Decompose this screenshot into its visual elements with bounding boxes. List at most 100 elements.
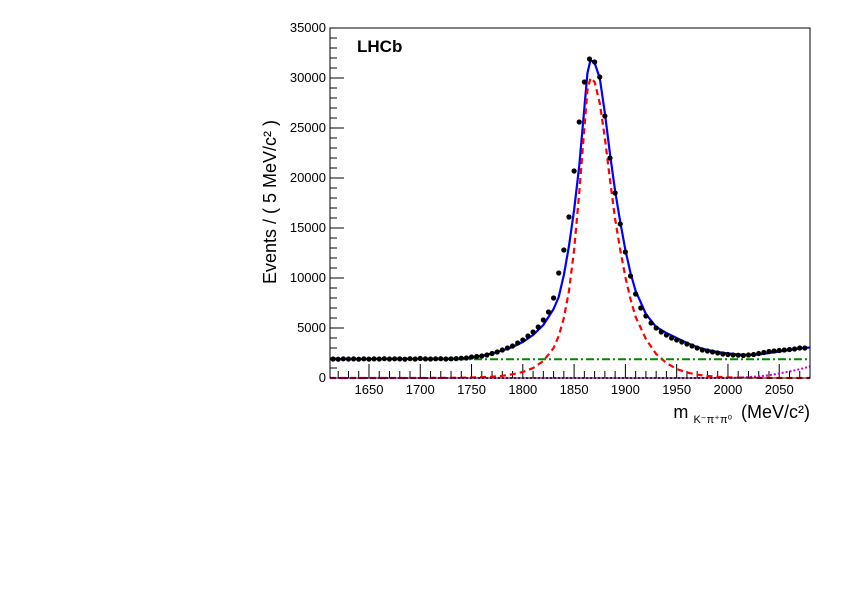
x-axis-title-subscript: K⁻π⁺π⁰: [693, 414, 732, 426]
data-point: [345, 356, 352, 362]
data-point: [797, 345, 803, 351]
data-point: [371, 356, 377, 362]
data-point: [612, 190, 618, 196]
data-point: [417, 355, 423, 362]
data-point: [725, 351, 731, 358]
x-tick-label: 1750: [457, 382, 486, 397]
data-point: [422, 356, 428, 362]
data-point: [366, 356, 372, 362]
data-point: [479, 353, 485, 359]
data-point: [648, 320, 654, 326]
data-point: [356, 356, 362, 362]
y-tick-label: 15000: [290, 220, 326, 235]
signal-curve: [330, 76, 811, 380]
data-point: [330, 356, 336, 362]
y-tick-label: 25000: [290, 120, 326, 135]
data-point: [427, 356, 434, 362]
data-point: [545, 309, 552, 315]
x-tick-label: 1800: [508, 382, 537, 397]
data-point: [766, 348, 772, 355]
data-point: [520, 337, 526, 343]
data-point: [730, 352, 736, 358]
data-point: [776, 347, 782, 354]
data-point: [397, 356, 403, 362]
x-tick-label: 1650: [355, 382, 384, 397]
data-point: [627, 273, 634, 279]
data-point: [504, 345, 511, 351]
x-tick-label: 1850: [560, 382, 589, 397]
data-point: [566, 214, 572, 220]
data-points: [330, 56, 808, 362]
y-tick-label: 20000: [290, 170, 326, 185]
x-tick-label: 2000: [713, 382, 742, 397]
svg-text:m K⁻π⁺π⁰ (MeV/c²): m K⁻π⁺π⁰ (MeV/c²): [673, 402, 810, 427]
data-point: [438, 356, 444, 362]
data-point: [576, 119, 582, 125]
data-point: [561, 247, 567, 253]
data-point: [448, 356, 454, 362]
y-axis-ticks: 0 5000 10000 15000 20000 25000 30000 35000: [290, 20, 344, 385]
data-point: [412, 356, 418, 362]
data-point: [453, 356, 459, 362]
data-point: [443, 356, 449, 362]
data-point: [622, 249, 628, 255]
data-point: [674, 337, 680, 343]
data-point: [361, 356, 367, 362]
x-axis-title-main: m: [673, 402, 688, 422]
data-point: [474, 353, 480, 360]
data-point: [433, 356, 439, 362]
data-point: [509, 343, 516, 349]
data-point: [392, 356, 398, 362]
data-point: [489, 350, 495, 357]
data-point: [556, 270, 562, 276]
data-point: [407, 356, 413, 362]
data-point: [468, 354, 475, 360]
data-point: [340, 356, 346, 362]
total-fit-curve: [329, 58, 811, 361]
data-point: [740, 352, 746, 359]
data-point: [735, 352, 741, 358]
x-axis-title-units: (MeV/c²): [741, 402, 810, 422]
y-tick-label: 0: [319, 370, 326, 385]
data-point: [699, 347, 705, 353]
y-axis-title: Events / ( 5 MeV/c² ): [260, 120, 280, 284]
data-point: [586, 56, 593, 62]
data-point: [756, 350, 762, 357]
plot-frame: [329, 27, 811, 379]
x-tick-label: 1950: [662, 382, 691, 397]
data-point: [658, 329, 664, 335]
data-point: [745, 352, 752, 358]
data-point: [494, 349, 500, 355]
peaking-background-curve: [330, 365, 811, 379]
data-point: [633, 291, 639, 297]
data-point: [525, 333, 531, 339]
data-point: [335, 356, 341, 362]
data-point: [684, 341, 690, 347]
data-point: [350, 356, 357, 362]
data-point: [535, 324, 541, 330]
data-point: [638, 305, 644, 311]
experiment-label: LHCb: [357, 37, 402, 56]
y-tick-label: 30000: [290, 70, 326, 85]
data-point: [653, 325, 659, 331]
data-point: [679, 339, 685, 345]
data-point: [715, 350, 721, 356]
data-point: [376, 356, 382, 362]
data-point: [694, 345, 700, 351]
data-point: [786, 346, 793, 353]
x-tick-label: 2050: [765, 382, 794, 397]
data-point: [704, 348, 711, 354]
data-point: [689, 343, 695, 349]
plot-area: 0 5000 10000 15000 20000 25000 30000 35000 1650…: [290, 20, 811, 397]
data-point: [607, 155, 613, 161]
data-point: [571, 168, 577, 174]
data-point: [771, 348, 777, 354]
data-point: [668, 335, 675, 341]
data-point: [530, 329, 536, 335]
data-point: [550, 295, 557, 301]
data-point: [592, 59, 598, 65]
x-axis-ticks: 1650 1700 1750 1800 1850 1900 1950 2000 2050: [337, 364, 811, 397]
data-point: [499, 347, 505, 353]
x-tick-label: 1900: [611, 382, 640, 397]
data-point: [515, 340, 521, 346]
